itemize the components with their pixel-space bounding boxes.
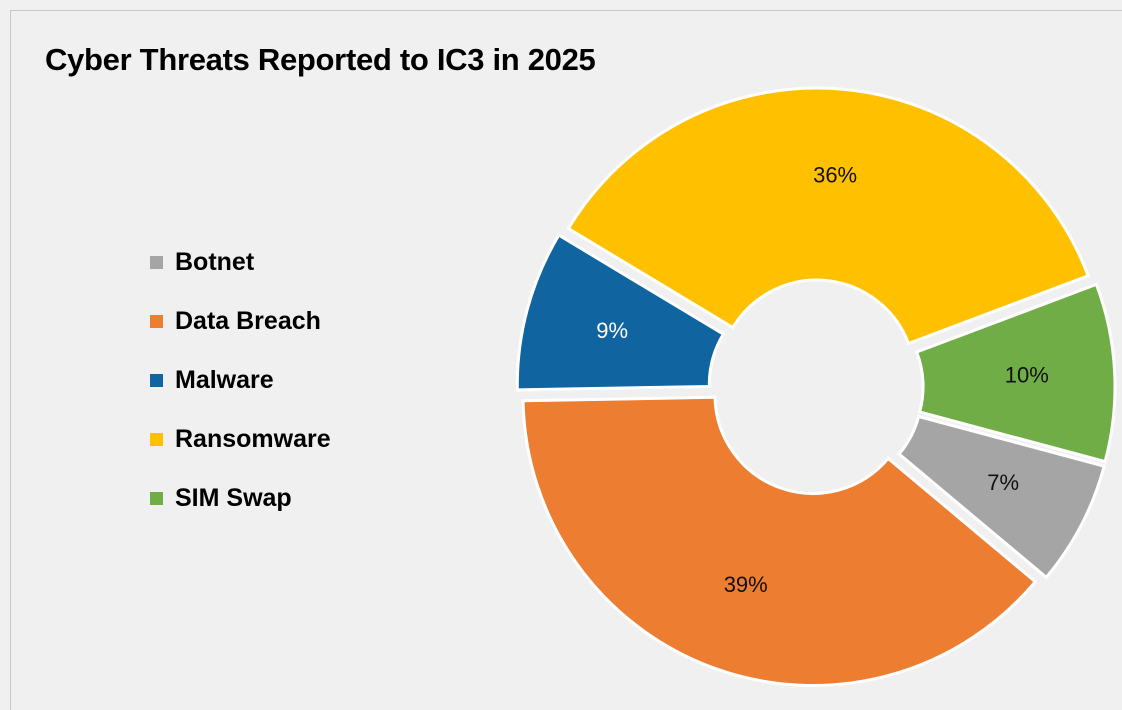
slice-ransomware [566,86,1091,346]
legend-item-sim-swap: SIM Swap [150,469,331,528]
legend-swatch [150,492,163,505]
data-label-botnet: 7% [987,470,1019,495]
legend-label: Botnet [175,248,255,276]
slice-sim-swap [914,282,1117,464]
legend-label: Ransomware [175,425,331,453]
legend-label: Data Breach [175,307,321,335]
legend-swatch [150,315,163,328]
data-label-ransomware: 36% [813,163,857,188]
legend-item-botnet: Botnet [150,233,331,292]
slice-data-breach [521,395,1038,687]
chart-title: Cyber Threats Reported to IC3 in 2025 [45,42,596,77]
legend-swatch [150,374,163,387]
slice-botnet [896,414,1106,580]
legend-item-malware: Malware [150,351,331,410]
legend-item-data-breach: Data Breach [150,292,331,351]
data-label-malware: 9% [596,318,628,343]
legend-item-ransomware: Ransomware [150,410,331,469]
legend-label: Malware [175,366,274,394]
doughnut-chart: 7% 39% 9% 36% 10% [515,86,1117,687]
slice-malware [515,233,726,392]
legend: Botnet Data Breach Malware Ransomware SIM Sw… [150,233,331,528]
legend-label: SIM Swap [175,484,292,512]
legend-swatch [150,256,163,269]
data-label-sim-swap: 10% [1005,362,1049,387]
data-label-data-breach: 39% [724,572,768,597]
legend-swatch [150,433,163,446]
